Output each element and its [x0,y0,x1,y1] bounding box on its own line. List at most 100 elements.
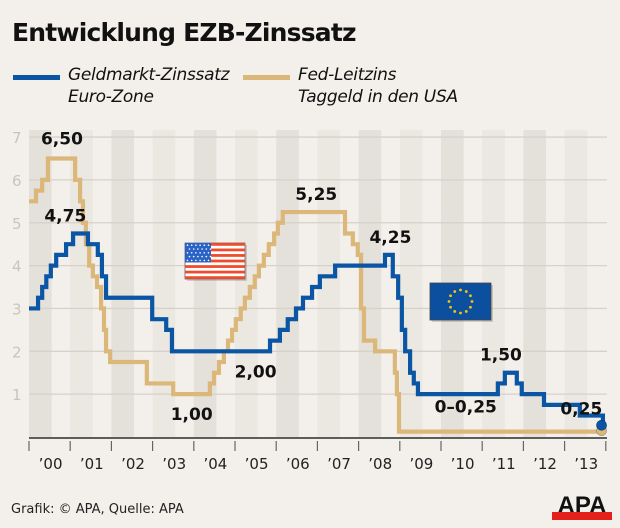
flag-star [203,244,206,246]
source-credit: Grafik: © APA, Quelle: APA [11,502,184,517]
data-label: 0–0,25 [435,397,497,417]
data-label: 2,00 [235,362,277,382]
year-band [564,130,588,437]
flag-star [188,248,191,250]
eu-flag-icon [429,282,493,322]
flag-star [469,294,472,298]
flag-star [199,259,201,262]
flag-star [203,252,206,254]
flag-star [186,244,189,246]
legend-label-line2: Euro-Zone [68,87,154,107]
x-tick-label: ’07 [327,455,351,473]
flag-star [186,252,189,254]
flag-star [197,255,199,258]
year-band [152,130,176,437]
year-band [193,130,217,437]
legend-swatch-tan [243,75,290,80]
flag-star [453,310,457,313]
x-tick-label: ’09 [409,455,433,473]
flag-star [195,259,197,262]
flag-star [464,310,468,313]
year-band [29,130,52,437]
flag-star [192,248,195,250]
year-band [317,130,341,437]
data-label: 1,00 [171,405,213,425]
flag-stripe [185,248,245,252]
series-line-euro-zone [29,231,606,429]
data-label: 6,50 [41,129,83,149]
data-label: 5,25 [295,185,337,205]
flag-star [195,244,197,246]
y-tick-label: 7 [12,129,22,147]
data-label: 4,75 [44,206,86,226]
legend-label-line1: Fed-Leitzins [298,65,397,85]
x-tick-label: ’05 [245,455,269,473]
flag-star [464,290,468,293]
data-label: 1,50 [480,346,522,366]
chart-title: Entwicklung EZB-Zinssatz [12,18,357,47]
flag-star [190,259,193,262]
flag-star [449,305,452,309]
flag-star [470,300,474,303]
year-band [358,130,382,437]
x-tick-label: ’12 [533,455,557,473]
flag-star [459,288,462,292]
x-tick-label: ’03 [162,455,186,473]
y-tick-label: 3 [12,300,22,318]
legend-label-line2: Taggeld in den USA [298,87,458,107]
flag-stripe [185,270,245,274]
data-label: 0,25 [560,399,602,419]
year-band [523,130,547,437]
x-tick-label: ’02 [121,455,145,473]
legend-label-euro-zone: Geldmarkt-Zinssatz Euro-Zone [68,64,230,108]
usa-flag-icon [184,242,247,281]
year-band [276,130,299,437]
flag-star [192,255,195,258]
flag-stripe [185,254,245,257]
flag-star [197,248,199,250]
apa-logo: APA [552,492,612,520]
flag-star [207,244,210,246]
flag-stripe [185,276,245,279]
apa-logo-bar [552,512,612,520]
flag-star [201,255,203,258]
x-tick-label: ’06 [286,455,310,473]
year-band [235,130,258,437]
flag-star [207,252,210,254]
flag-star [201,248,203,250]
flag-star [447,300,451,303]
flag-star [199,244,201,246]
flag-star [209,255,212,258]
flag-star [469,305,472,309]
endpoint-euro-zone [596,419,607,431]
flag-star [190,252,193,254]
flag-stripe [185,265,245,268]
flag-star [203,259,206,262]
x-tick-label: ’00 [39,455,63,473]
legend-label-fed: Fed-Leitzins Taggeld in den USA [298,64,458,108]
flag-stripe [185,243,245,246]
x-tick-label: ’11 [492,455,516,473]
flag-star [209,248,212,250]
year-band [111,130,135,437]
x-tick-label: ’13 [574,455,598,473]
flag-star [188,255,191,258]
y-tick-label: 6 [12,172,22,190]
flag-star [459,311,462,315]
x-tick-label: ’08 [368,455,392,473]
y-tick-label: 5 [12,215,22,233]
flag-star [449,294,452,298]
x-tick-label: ’10 [451,455,475,473]
flag-star [453,290,457,293]
year-band [482,130,505,437]
y-tick-label: 2 [12,343,22,361]
y-tick-label: 1 [12,386,22,404]
legend-swatch-blue [13,75,60,80]
flag-star [195,252,197,254]
flag-star [207,259,210,262]
flag-stripe [185,259,245,263]
y-tick-label: 4 [12,258,22,276]
flag-star [205,255,208,258]
x-tick-label: ’04 [203,455,227,473]
